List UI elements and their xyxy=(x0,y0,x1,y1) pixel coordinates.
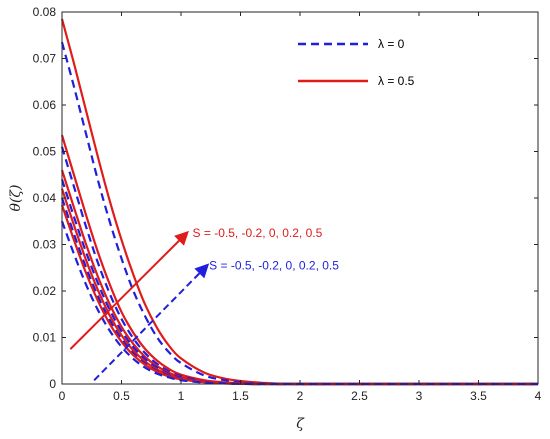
annotation-arrow-0 xyxy=(69,230,189,350)
x-tick-label: 2 xyxy=(297,389,304,403)
x-tick-label: 3.5 xyxy=(470,389,487,403)
y-tick-label: 0 xyxy=(49,377,56,391)
y-tick-label: 0.02 xyxy=(33,284,57,298)
x-tick-label: 3 xyxy=(416,389,423,403)
y-tick-label: 0.07 xyxy=(33,52,57,66)
x-tick-label: 1.5 xyxy=(232,389,249,403)
legend-label-0: λ = 0 xyxy=(378,37,405,51)
x-tick-label: 2.5 xyxy=(351,389,368,403)
y-tick-label: 0.06 xyxy=(33,98,57,112)
y-tick-label: 0.04 xyxy=(33,191,57,205)
annotation-label-0: S = -0.5, -0.2, 0, 0.2, 0.5 xyxy=(193,226,323,240)
annotation-layer: S = -0.5, -0.2, 0, 0.2, 0.5 S = -0.5, -0.… xyxy=(69,226,339,381)
legend-label-1: λ = 0.5 xyxy=(378,74,415,88)
x-tick-label: 4 xyxy=(535,389,542,403)
y-tick-label: 0.03 xyxy=(33,238,57,252)
series-line-7 xyxy=(60,197,538,386)
legend: λ = 0 λ = 0.5 xyxy=(298,37,415,88)
series-line-5 xyxy=(60,179,538,386)
y-tick-label: 0.08 xyxy=(33,5,57,19)
y-tick-label: 0.05 xyxy=(33,145,57,159)
x-tick-label: 1 xyxy=(178,389,185,403)
annotation-arrow-1 xyxy=(93,263,210,381)
y-axis-label: θ(ζ) xyxy=(8,185,24,212)
plot-area xyxy=(62,12,538,384)
x-tick-label: 0.5 xyxy=(113,389,130,403)
annotation-label-1: S = -0.5, -0.2, 0, 0.2, 0.5 xyxy=(209,258,339,272)
tick-layer: 0 0.5 1 1.5 2 2.5 3 3.5 4 0 0.01 0.02 0.03 0.04 0.05 0.… xyxy=(33,5,542,403)
x-tick-label: 0 xyxy=(59,389,66,403)
y-tick-label: 0.01 xyxy=(33,331,57,345)
x-axis-label: ζ xyxy=(296,416,305,432)
